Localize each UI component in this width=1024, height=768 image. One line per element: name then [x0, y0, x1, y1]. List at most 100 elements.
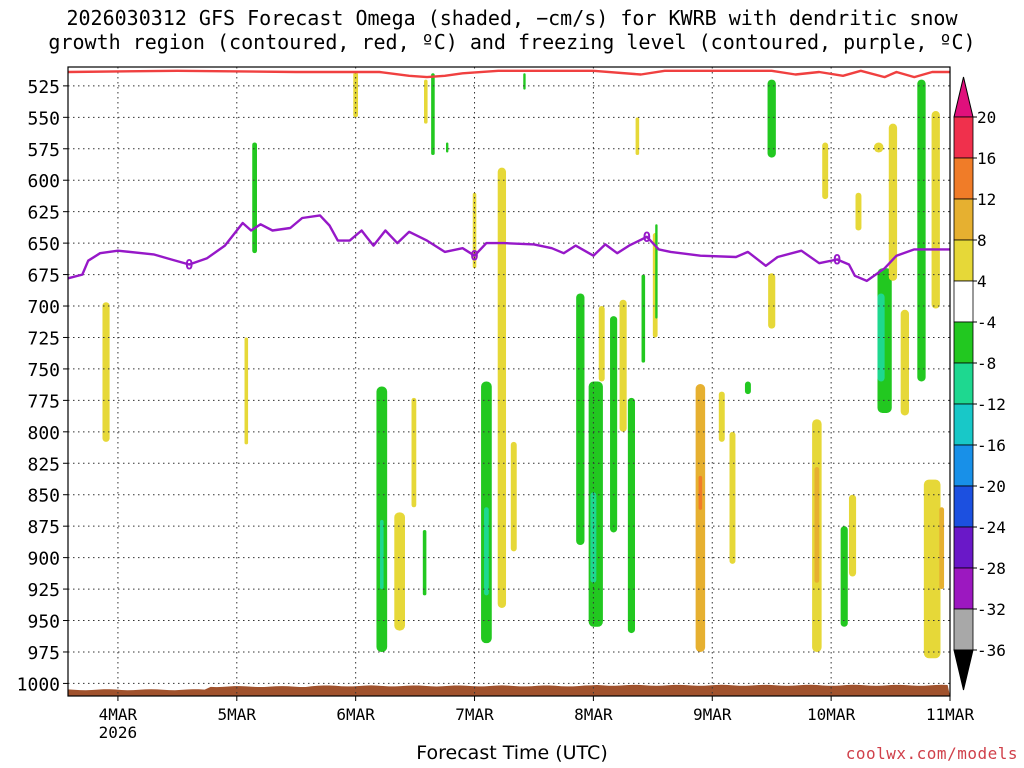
colorbar: 20 16 12 8 4 -4 -8 -12 -16 -20 -24 -28 -32 -36 — [953, 76, 1006, 691]
omega-region — [873, 142, 884, 153]
omega-region — [939, 507, 945, 590]
dgz-line — [67, 69, 950, 79]
y-tick-label: 1000 — [17, 674, 60, 695]
omega-region — [718, 391, 725, 442]
omega-region — [698, 475, 703, 510]
omega-region — [422, 529, 427, 596]
omega-region — [877, 293, 885, 382]
omega-region — [822, 142, 829, 200]
colorbar-label: 8 — [977, 231, 987, 250]
y-tick-label: 925 — [27, 580, 60, 601]
omega-region — [424, 79, 428, 124]
omega-region — [484, 507, 489, 596]
y-tick-label: 850 — [27, 486, 60, 507]
omega-region — [598, 306, 605, 382]
x-tick-sublabel: 2026 — [99, 723, 138, 742]
omega-region — [627, 397, 635, 634]
omega-region — [840, 526, 848, 627]
omega-region — [814, 467, 820, 583]
omega-region — [523, 73, 526, 90]
colorbar-bottom-arrow — [953, 649, 974, 691]
y-tick-label: 825 — [27, 454, 60, 475]
y-tick-label: 700 — [27, 297, 60, 318]
chart-title: 2026030312 GFS Forecast Omega (shaded, −… — [0, 6, 1024, 54]
colorbar-label: -16 — [977, 436, 1006, 455]
omega-region — [729, 431, 736, 564]
x-tick-label: 6MAR — [336, 705, 375, 724]
y-tick-label: 975 — [27, 643, 60, 664]
omega-region — [768, 273, 776, 329]
terrain-fill — [68, 684, 950, 696]
y-tick-label: 575 — [27, 140, 60, 161]
colorbar-label: -8 — [977, 354, 996, 373]
contour-label: 0 — [185, 258, 193, 274]
y-tick-label: 650 — [27, 234, 60, 255]
contour-label: 0 — [470, 249, 478, 265]
colorbar-label: -32 — [977, 600, 1006, 619]
colorbar-swatch — [953, 485, 974, 528]
y-tick-label: 950 — [27, 612, 60, 633]
y-tick-label: 750 — [27, 360, 60, 381]
omega-region — [917, 79, 926, 382]
y-tick-label: 800 — [27, 423, 60, 444]
contour-label: 0 — [833, 252, 841, 268]
omega-region — [610, 316, 618, 533]
y-tick-label: 600 — [27, 171, 60, 192]
x-tick-label: 10MAR — [807, 705, 856, 724]
omega-region — [848, 494, 857, 577]
omega-region — [655, 224, 658, 319]
x-tick-label: 7MAR — [455, 705, 494, 724]
omega-region — [411, 397, 417, 508]
omega-region — [888, 123, 898, 281]
colorbar-swatch — [953, 116, 974, 159]
omega-shading-layer — [102, 72, 945, 659]
omega-region — [576, 293, 585, 546]
colorbar-swatch — [953, 403, 974, 446]
omega-region — [900, 309, 909, 416]
y-tick-label: 625 — [27, 203, 60, 224]
omega-region — [744, 381, 751, 395]
x-tick-label: 8MAR — [574, 705, 613, 724]
colorbar-label: 4 — [977, 272, 987, 291]
colorbar-swatch — [953, 321, 974, 364]
contour-layer: 0 0 0 0 — [67, 69, 950, 283]
colorbar-label: 16 — [977, 149, 996, 168]
source-credit: coolwx.com/models — [845, 744, 1018, 763]
colorbar-label: -12 — [977, 395, 1006, 414]
y-tick-label: 900 — [27, 549, 60, 570]
y-tick-label: 675 — [27, 266, 60, 287]
x-tick-label: 4MAR — [99, 705, 138, 724]
x-axis-label: Forecast Time (UTC) — [416, 742, 608, 764]
plot-frame — [67, 66, 951, 697]
colorbar-label: -36 — [977, 641, 1006, 660]
colorbar-swatch — [953, 526, 974, 569]
omega-region — [619, 299, 627, 432]
colorbar-swatch — [953, 280, 974, 323]
omega-region — [497, 167, 507, 608]
omega-region — [446, 142, 449, 153]
colorbar-label: -20 — [977, 477, 1006, 496]
colorbar-swatch — [953, 239, 974, 282]
colorbar-swatch — [953, 444, 974, 487]
colorbar-swatch — [953, 157, 974, 200]
colorbar-swatch — [953, 567, 974, 610]
colorbar-swatch — [953, 198, 974, 241]
omega-region — [510, 441, 517, 552]
omega-region — [923, 479, 941, 659]
omega-region — [244, 337, 249, 445]
y-tick-label: 725 — [27, 328, 60, 349]
omega-region — [376, 386, 388, 652]
title-line-2: growth region (contoured, red, ºC) and f… — [48, 30, 976, 54]
y-tick-label: 775 — [27, 391, 60, 412]
colorbar-label: 12 — [977, 190, 996, 209]
title-line-1: 2026030312 GFS Forecast Omega (shaded, −… — [66, 6, 958, 30]
omega-region — [931, 111, 940, 309]
colorbar-label: -28 — [977, 559, 1006, 578]
colorbar-top-arrow — [953, 76, 974, 118]
y-axis-ticks: 525 550 575 600 625 650 675 700 725 750 775 800 825 8… — [17, 77, 68, 695]
y-tick-label: 875 — [27, 517, 60, 538]
contour-label: 0 — [643, 230, 651, 246]
omega-region — [394, 512, 405, 631]
